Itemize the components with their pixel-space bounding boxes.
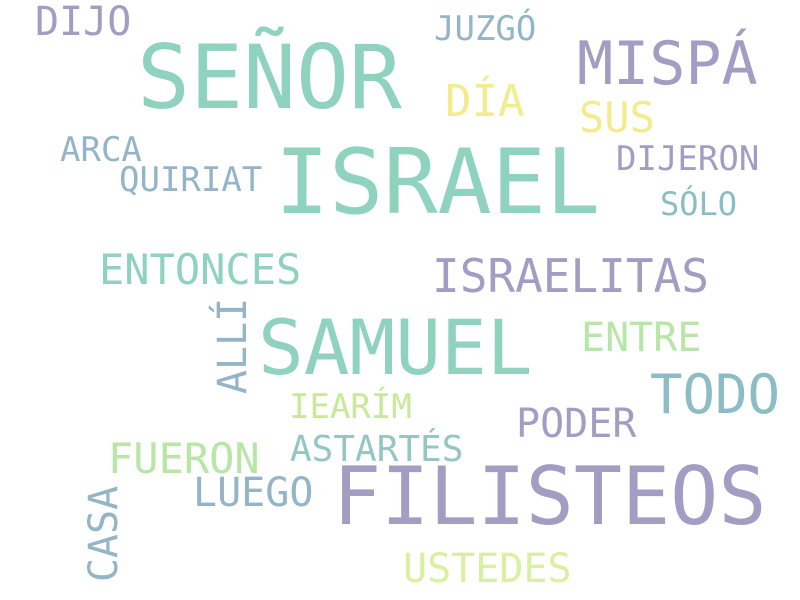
word-astartes: ASTARTÉS (290, 429, 464, 470)
word-iearim: IEARÍM (289, 387, 412, 427)
word-solo: SÓLO (660, 185, 738, 223)
word-entre: ENTRE (581, 315, 702, 361)
word-ustedes: USTEDES (403, 546, 572, 592)
word-filisteos: FILISTEOS (333, 450, 767, 543)
word-arca: ARCA (60, 130, 142, 170)
word-dijo: DIJO (35, 0, 132, 45)
word-entonces: ENTONCES (99, 245, 302, 294)
word-dia: DÍA (445, 76, 525, 127)
word-israelitas: ISRAELITAS (432, 249, 709, 303)
word-alli: ALLÍ (210, 297, 257, 395)
word-quiriat: QUIRIAT (119, 160, 263, 200)
word-todo: TODO (650, 363, 781, 426)
word-sus: SUS (579, 93, 655, 142)
word-luego: LUEGO (193, 470, 314, 516)
word-dijeron: DIJERON (616, 139, 760, 179)
word-poder: PODER (516, 401, 637, 447)
word-samuel: SAMUEL (258, 303, 533, 392)
word-fueron: FUERON (108, 434, 260, 483)
word-senor: SEÑOR (137, 26, 402, 129)
word-israel: ISRAEL (275, 130, 601, 235)
word-casa: CASA (81, 485, 128, 583)
word-juzgo: JUZGÓ (434, 9, 537, 49)
word-mispa: MISPÁ (577, 29, 758, 99)
